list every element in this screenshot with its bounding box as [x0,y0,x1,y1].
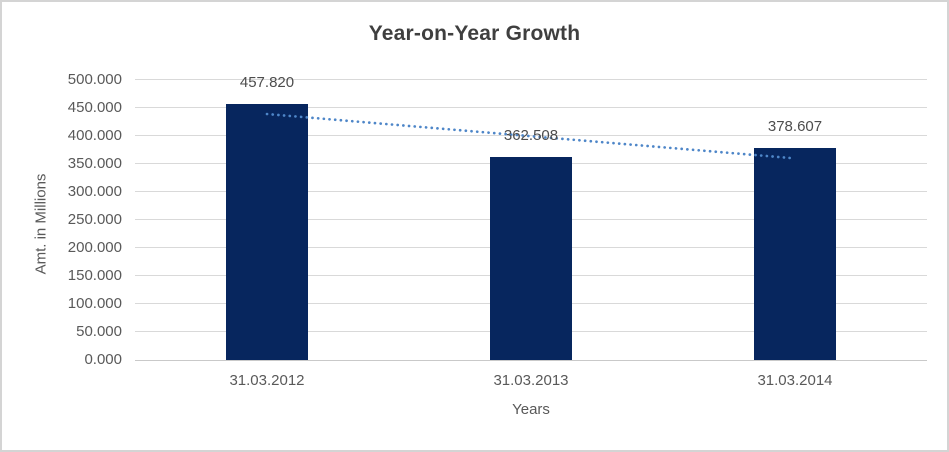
bar-31.03.2014 [754,147,836,360]
gridline [135,135,927,136]
bar-data-label: 362.508 [503,126,559,144]
x-axis-title: Years [512,401,550,418]
chart-title: Year-on-Year Growth [368,22,581,45]
x-tick-label: 31.03.2014 [757,372,833,389]
y-tick-label: 400.000 [67,127,122,144]
plot-area [135,79,927,361]
x-axis-line [135,360,927,361]
bar-data-label: 378.607 [767,117,823,135]
bar-data-label: 457.820 [239,73,295,91]
y-tick-label: 50.000 [76,323,122,340]
y-tick-label: 0.000 [84,351,122,368]
y-tick-label: 350.000 [67,155,122,172]
gridline [135,107,927,108]
bar-31.03.2013 [490,157,572,360]
y-tick-label: 200.000 [67,239,122,256]
y-tick-label: 100.000 [67,295,122,312]
y-tick-label: 500.000 [67,71,122,88]
x-tick-label: 31.03.2012 [229,372,305,389]
gridline [135,79,927,80]
y-tick-label: 300.000 [67,183,122,200]
y-tick-label: 150.000 [67,267,122,284]
x-tick-label: 31.03.2013 [493,372,569,389]
y-tick-label: 450.000 [67,99,122,116]
y-tick-label: 250.000 [67,211,122,228]
bar-31.03.2012 [226,103,308,360]
